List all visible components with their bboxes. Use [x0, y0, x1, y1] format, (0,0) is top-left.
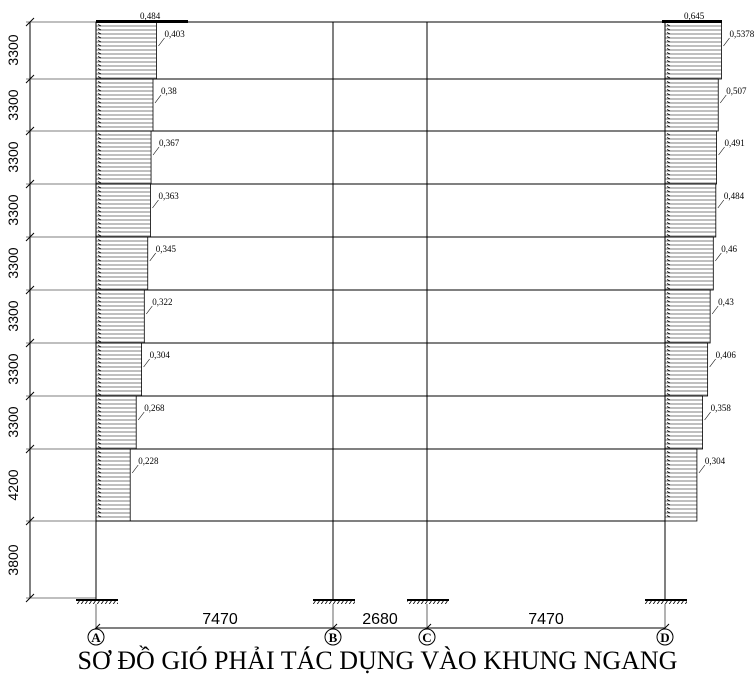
dimension-chain-vertical	[25, 17, 96, 603]
roof-load-right	[662, 20, 722, 23]
wind-load-value: 0,406	[716, 350, 737, 360]
axis-label: D	[660, 630, 669, 645]
left-wind-load-diagram	[95, 21, 165, 522]
wind-load-value: 0,43	[718, 297, 734, 307]
wind-load-value: 0,5378	[729, 29, 754, 39]
storey-height-label: 3300	[5, 194, 21, 225]
storey-height-label: 3300	[5, 34, 21, 65]
axis-label: C	[422, 630, 431, 645]
storey-height-label: 3300	[5, 300, 21, 331]
wind-load-value: 0,46	[721, 244, 737, 254]
axis-markers: A B C D	[87, 628, 674, 646]
wind-load-block	[95, 21, 157, 80]
storey-height-label: 3300	[5, 89, 21, 120]
wind-load-value: 0,345	[156, 244, 177, 254]
span-label: 7470	[528, 611, 564, 628]
wind-load-block	[664, 21, 722, 80]
storey-height-label: 3800	[5, 544, 21, 575]
wind-load-value: 0,322	[152, 297, 172, 307]
wind-load-value: 0,403	[164, 29, 185, 39]
diagram-caption: SƠ ĐỒ GIÓ PHẢI TÁC DỤNG VÀO KHUNG NGANG	[77, 646, 678, 675]
wind-load-value: 0,507	[726, 86, 747, 96]
frame-columns	[95, 22, 666, 600]
roof-load-label-left: 0,484	[140, 11, 161, 21]
storey-height-label: 3300	[5, 353, 21, 384]
wind-load-value: 0,363	[158, 191, 179, 201]
wind-load-value: 0,491	[725, 138, 745, 148]
span-label: 2680	[362, 611, 398, 628]
wind-load-value: 0,304	[150, 350, 171, 360]
span-label: 7470	[202, 611, 238, 628]
storey-height-label: 3300	[5, 247, 21, 278]
storey-height-label: 4200	[5, 469, 21, 500]
wind-load-value: 0,268	[144, 403, 165, 413]
axis-label: B	[329, 630, 338, 645]
fixed-supports	[76, 599, 687, 604]
roof-load-label-right: 0,645	[684, 11, 705, 21]
roof-load-left	[96, 20, 188, 23]
storey-height-label: 3300	[5, 406, 21, 437]
wind-load-value: 0,358	[711, 403, 732, 413]
wind-load-value: 0,484	[724, 191, 745, 201]
axis-label: A	[91, 630, 101, 645]
storey-height-label: 3300	[5, 141, 21, 172]
wind-load-value: 0,367	[159, 138, 180, 148]
wind-load-value: 0,304	[705, 456, 726, 466]
frame-beams	[96, 21, 665, 522]
wind-load-value: 0,228	[138, 456, 159, 466]
right-wind-load-diagram	[664, 21, 730, 522]
wind-load-value: 0,38	[161, 86, 177, 96]
